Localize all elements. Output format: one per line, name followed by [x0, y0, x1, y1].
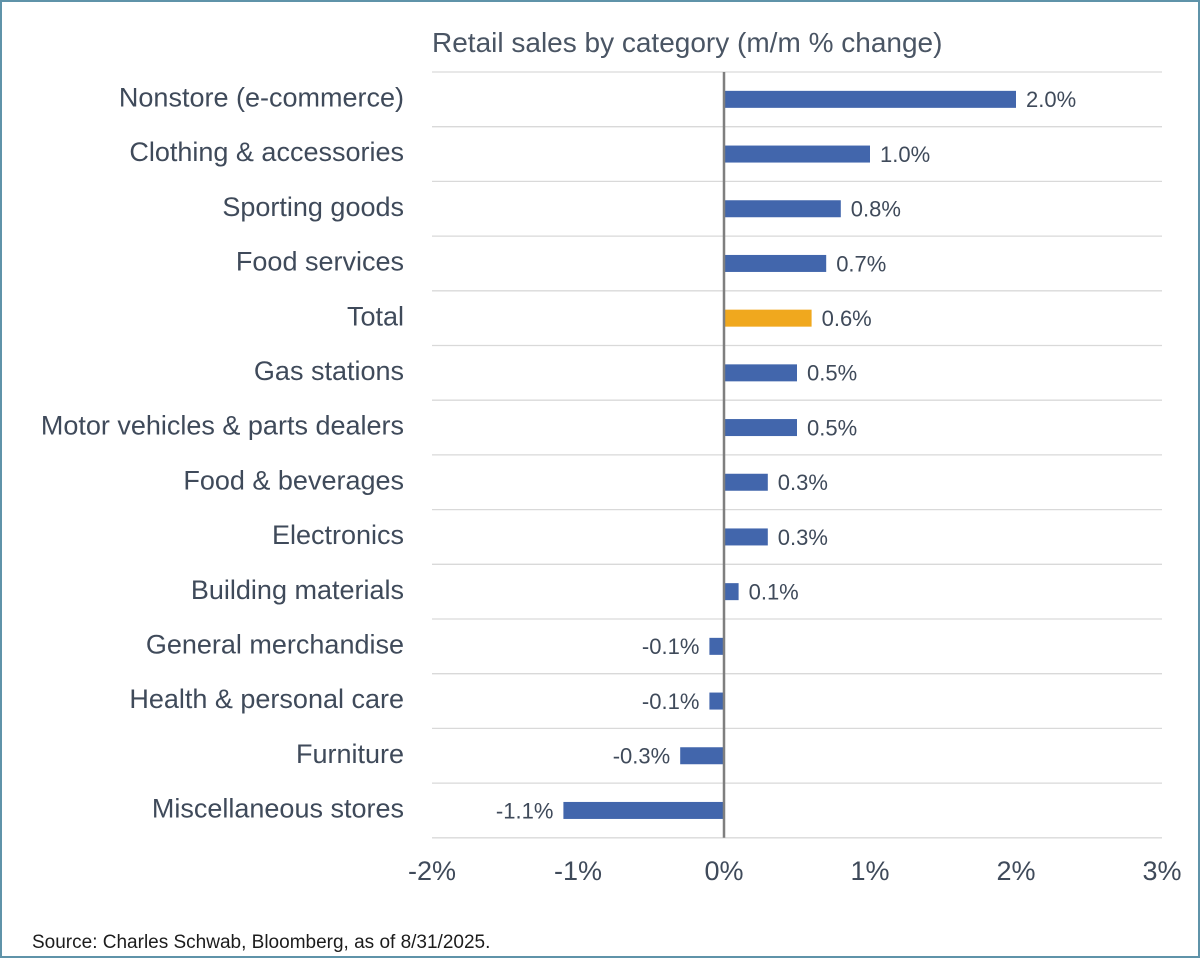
category-label: Electronics	[272, 520, 404, 550]
bar-12	[680, 747, 724, 765]
bar-8	[724, 528, 768, 546]
value-label: 2.0%	[1026, 87, 1076, 112]
gridlines	[432, 71, 1162, 839]
bar-6	[724, 419, 797, 437]
bar-0	[724, 90, 1016, 108]
bar-3	[724, 254, 827, 272]
value-label: 0.5%	[807, 415, 857, 440]
bars	[563, 90, 1016, 819]
bar-2	[724, 200, 841, 218]
value-label: 0.7%	[836, 251, 886, 276]
category-label: Motor vehicles & parts dealers	[41, 411, 404, 441]
category-label: Building materials	[191, 575, 404, 605]
bar-13	[563, 801, 724, 819]
bar-9	[724, 583, 739, 601]
value-label: 0.1%	[749, 579, 799, 604]
value-label: 0.6%	[822, 306, 872, 331]
bar-11	[709, 692, 724, 710]
x-tick-label: 2%	[996, 856, 1035, 886]
category-label: Food & beverages	[183, 465, 404, 495]
value-labels: 2.0% 1.0% 0.8% 0.7% 0.6% 0.5% 0.5% 0.3% 0.3% 0.1%…	[496, 87, 1076, 823]
bar-1	[724, 145, 870, 163]
category-label: Sporting goods	[222, 192, 404, 222]
category-label: Furniture	[296, 739, 404, 769]
x-tick-label: 1%	[850, 856, 889, 886]
chart-title: Retail sales by category (m/m % change)	[432, 27, 942, 58]
x-tick-label: 3%	[1142, 856, 1181, 886]
value-label: -0.1%	[642, 634, 699, 659]
value-label: -0.3%	[613, 744, 670, 769]
value-label: 0.5%	[807, 361, 857, 386]
category-label: Health & personal care	[129, 684, 404, 714]
x-tick-label: 0%	[704, 856, 743, 886]
category-label: Miscellaneous stores	[152, 794, 404, 824]
category-label: Nonstore (e-commerce)	[119, 82, 404, 112]
x-axis-tick-labels: -2% -1% 0% 1% 2% 3%	[408, 856, 1182, 886]
x-tick-label: -2%	[408, 856, 456, 886]
category-label: Total	[347, 301, 404, 331]
category-label: Clothing & accessories	[129, 137, 404, 167]
x-tick-label: -1%	[554, 856, 602, 886]
value-label: -1.1%	[496, 798, 553, 823]
source-note: Source: Charles Schwab, Bloomberg, as of…	[32, 932, 491, 953]
bar-10	[709, 637, 724, 655]
bar-7	[724, 473, 768, 491]
bar-4	[724, 309, 812, 327]
category-labels: Nonstore (e-commerce) Clothing & accessor…	[41, 82, 404, 823]
value-label: 0.3%	[778, 525, 828, 550]
value-label: 1.0%	[880, 142, 930, 167]
value-label: 0.8%	[851, 197, 901, 222]
category-label: Gas stations	[254, 356, 404, 386]
category-label: General merchandise	[146, 629, 404, 659]
value-label: 0.3%	[778, 470, 828, 495]
value-label: -0.1%	[642, 689, 699, 714]
category-label: Food services	[236, 247, 404, 277]
bar-5	[724, 364, 797, 382]
